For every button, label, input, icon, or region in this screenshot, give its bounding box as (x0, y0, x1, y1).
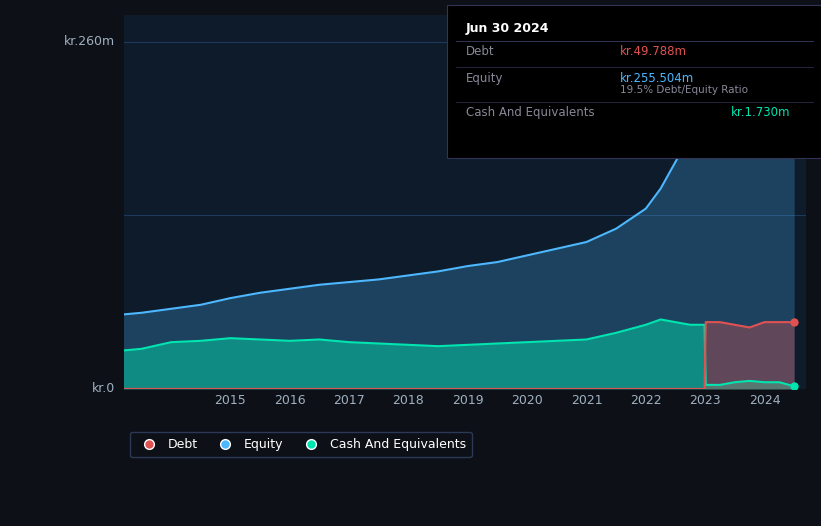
Text: Jun 30 2024: Jun 30 2024 (466, 22, 549, 35)
Text: kr.1.730m: kr.1.730m (731, 106, 790, 119)
Text: kr.255.504m: kr.255.504m (620, 72, 694, 85)
Text: kr.0: kr.0 (91, 382, 115, 396)
Text: kr.260m: kr.260m (64, 35, 115, 48)
Text: 19.5% Debt/Equity Ratio: 19.5% Debt/Equity Ratio (620, 85, 748, 95)
Text: Debt: Debt (466, 45, 494, 58)
Legend: Debt, Equity, Cash And Equivalents: Debt, Equity, Cash And Equivalents (130, 432, 472, 458)
Text: Cash And Equivalents: Cash And Equivalents (466, 106, 594, 119)
Text: Equity: Equity (466, 72, 503, 85)
Text: kr.49.788m: kr.49.788m (620, 45, 687, 58)
